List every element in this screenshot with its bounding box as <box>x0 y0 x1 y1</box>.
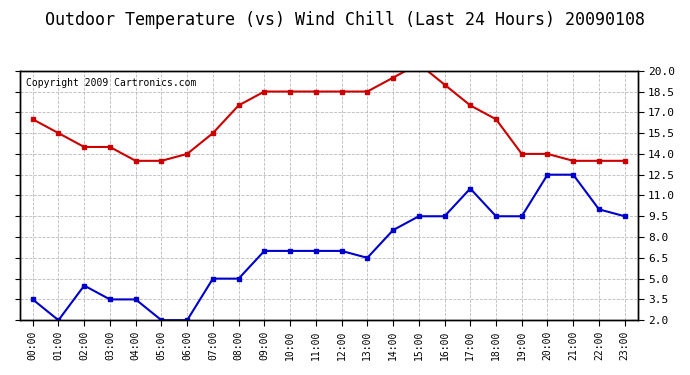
Text: Outdoor Temperature (vs) Wind Chill (Last 24 Hours) 20090108: Outdoor Temperature (vs) Wind Chill (Las… <box>45 11 645 29</box>
Text: Copyright 2009 Cartronics.com: Copyright 2009 Cartronics.com <box>26 78 197 88</box>
